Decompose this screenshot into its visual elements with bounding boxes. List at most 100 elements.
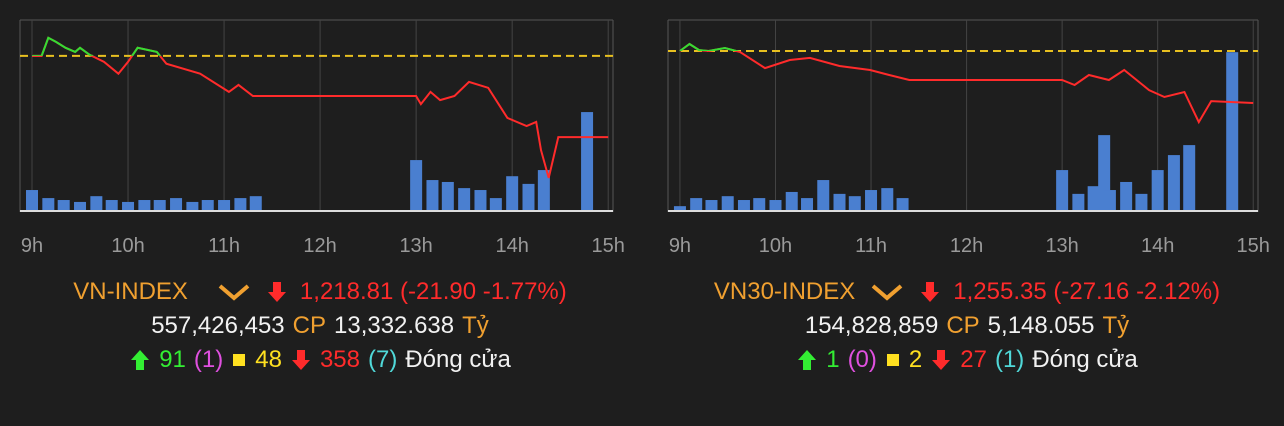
- volume-bar: [1120, 181, 1133, 210]
- volume-bar: [122, 201, 135, 210]
- volume-bar: [1226, 52, 1239, 211]
- volume-bar: [410, 160, 423, 210]
- x-tick-label: 13h: [399, 235, 432, 257]
- volume-bar: [153, 200, 166, 210]
- volume-bar: [489, 198, 502, 210]
- volume-bar: [1072, 193, 1085, 210]
- volume-bar: [721, 196, 734, 210]
- volume-bar: [801, 198, 814, 210]
- x-tick-label: 10h: [759, 235, 792, 257]
- volume-bar: [673, 206, 686, 210]
- volume-bar: [249, 196, 262, 210]
- volume-bar: [896, 198, 909, 210]
- volume-bar: [881, 188, 894, 210]
- index-name: VN30-INDEX: [713, 278, 856, 305]
- volume-bar: [170, 198, 183, 210]
- volume-bar: [1056, 170, 1069, 210]
- volume-bar: [737, 200, 750, 210]
- volume-bar: [690, 198, 703, 210]
- x-tick-label: 12h: [950, 235, 983, 257]
- x-tick-label: 11h: [208, 235, 240, 257]
- chevron-icon[interactable]: [214, 280, 254, 304]
- volume-bar: [848, 196, 861, 210]
- volume-bar: [474, 190, 487, 210]
- price-change: 1,255.35 (-27.16 -2.12%): [953, 278, 1221, 305]
- x-tick-label: 15h: [592, 235, 625, 257]
- volume-bar: [441, 181, 454, 210]
- down-arrow-icon: [932, 350, 951, 370]
- volume-bar: [506, 176, 519, 210]
- volume-bar: [753, 198, 766, 210]
- volume-unit: CP: [292, 312, 326, 339]
- x-tick-label: 13h: [1045, 235, 1078, 257]
- ceiling: (0): [847, 346, 877, 373]
- down-arrow-icon: [921, 282, 940, 302]
- declines: 358: [319, 346, 360, 373]
- volume-bar: [74, 201, 87, 210]
- floor: (7): [367, 346, 398, 373]
- volume-bar: [138, 200, 151, 210]
- volume-bar: [426, 180, 439, 210]
- value-unit: Tỷ: [462, 312, 489, 339]
- price-change: 1,218.81 (-21.90 -1.77%): [299, 278, 567, 305]
- volume-row: 557,426,453 CP 13,332.638 Tỷ: [30, 312, 610, 340]
- x-tick-label: 12h: [303, 235, 336, 257]
- unchanged-icon: [233, 354, 246, 366]
- floor: (1): [994, 346, 1025, 373]
- volume-bar: [865, 190, 878, 210]
- chevron-icon[interactable]: [867, 280, 907, 304]
- volume-bar: [458, 188, 471, 210]
- volume-bar: [234, 198, 247, 210]
- volume-bar: [1135, 193, 1148, 210]
- x-tick-label: 10h: [111, 235, 144, 257]
- volume-bar: [817, 180, 830, 210]
- status: Đóng cửa: [1032, 346, 1138, 373]
- up-arrow-icon: [131, 350, 150, 370]
- volume-bar: [537, 170, 550, 210]
- x-tick-label: 9h: [21, 235, 43, 257]
- ceiling: (1): [193, 346, 224, 373]
- unchanged: 2: [908, 346, 923, 373]
- charts: 9h 10h 11h 12h 13h 14h 15h 9h 10h 11h 12h 13h 14h 15h: [19, 19, 1270, 257]
- volume-bar: [522, 183, 535, 210]
- advances: 1: [826, 346, 840, 373]
- breadth-row: 91 (1) 48 358 (7) Đóng cửa: [30, 346, 610, 374]
- volume-bar: [833, 193, 846, 210]
- volume-bar: [90, 196, 103, 210]
- x-tick-label: 9h: [669, 235, 691, 257]
- volume-row: 154,828,859 CP 5,148.055 Tỷ: [672, 312, 1262, 340]
- volume: 154,828,859: [804, 312, 939, 339]
- x-tick-label: 11h: [855, 235, 887, 257]
- breadth-row: 1 (0) 2 27 (1) Đóng cửa: [672, 346, 1262, 374]
- index-header: VN30-INDEX 1,255.35 (-27.16 -2.12%): [672, 278, 1262, 306]
- volume-bar: [218, 200, 231, 210]
- volume-bar: [1103, 190, 1116, 210]
- declines: 27: [960, 346, 987, 373]
- volume-bar: [1151, 170, 1164, 210]
- volume-bar: [42, 198, 55, 210]
- advances: 91: [159, 346, 186, 373]
- volume-bar: [1183, 145, 1196, 210]
- volume-bar: [1167, 155, 1180, 210]
- status: Đóng cửa: [405, 346, 511, 373]
- volume-bar: [1087, 186, 1100, 210]
- unchanged: 48: [255, 346, 282, 373]
- index-name: VN-INDEX: [73, 278, 188, 305]
- volume-bar: [26, 190, 39, 210]
- value-unit: Tỷ: [1102, 312, 1130, 339]
- volume-bar: [105, 200, 118, 210]
- volume-bar: [201, 200, 214, 210]
- down-arrow-icon: [291, 350, 310, 370]
- volume: 557,426,453: [151, 312, 285, 339]
- value: 13,332.638: [334, 312, 455, 339]
- volume-bar: [57, 200, 70, 210]
- price-line-above: [679, 42, 741, 52]
- value: 5,148.055: [987, 312, 1095, 339]
- down-arrow-icon: [267, 282, 286, 302]
- index-header: VN-INDEX 1,218.81 (-21.90 -1.77%): [30, 278, 610, 306]
- volume-bar: [769, 200, 782, 210]
- x-tick-label: 14h: [1141, 235, 1174, 257]
- unchanged-icon: [886, 354, 899, 366]
- volume-bar: [581, 112, 594, 210]
